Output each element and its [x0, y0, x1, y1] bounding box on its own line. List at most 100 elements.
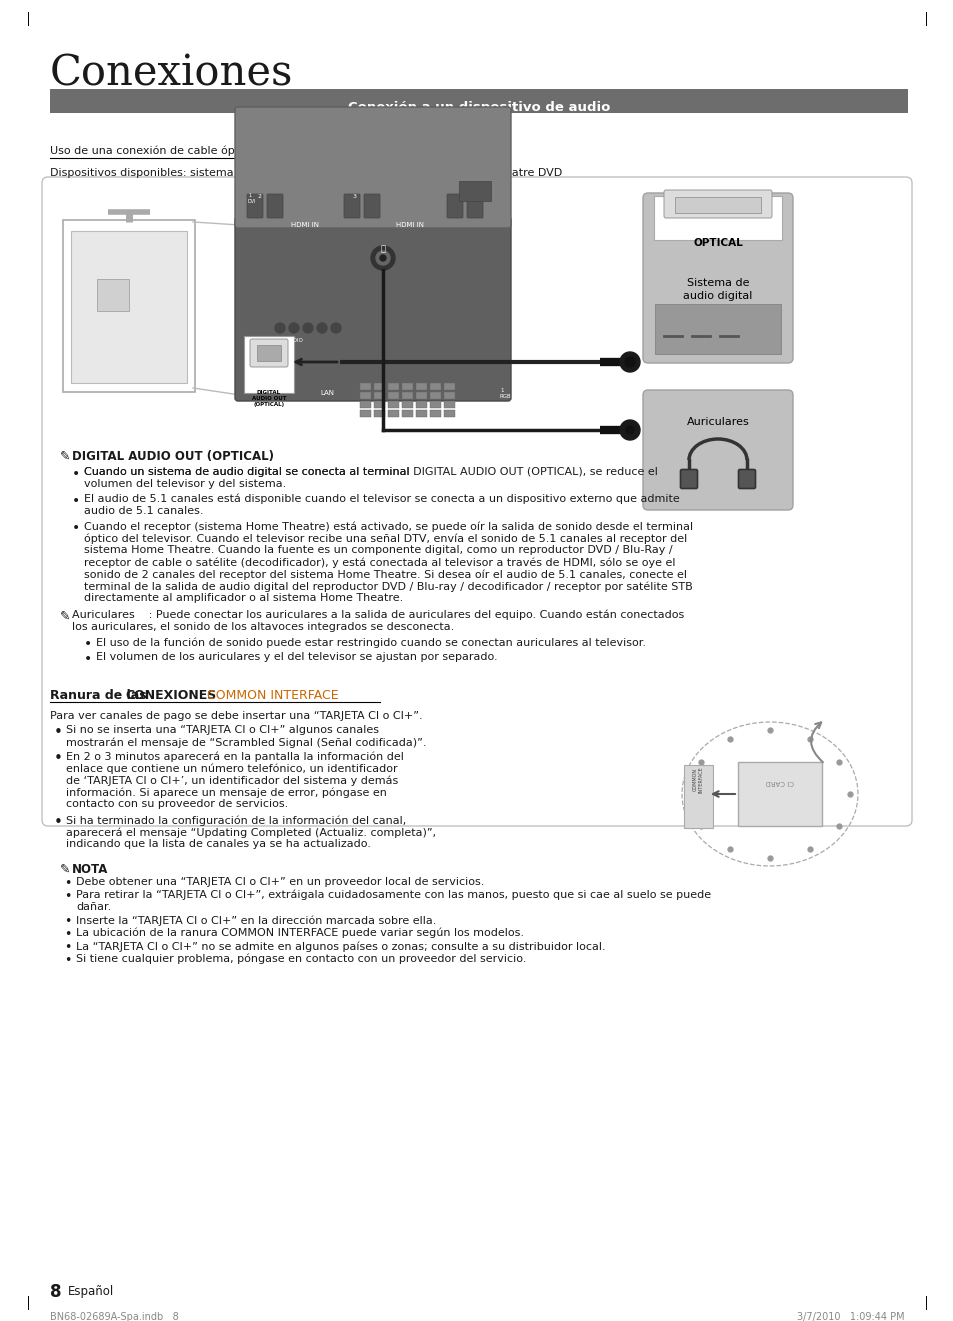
FancyBboxPatch shape	[663, 190, 771, 218]
Text: 8: 8	[50, 1283, 61, 1301]
Text: COMMON INTERFACE: COMMON INTERFACE	[203, 690, 338, 701]
FancyBboxPatch shape	[247, 194, 263, 218]
FancyBboxPatch shape	[344, 194, 359, 218]
FancyBboxPatch shape	[50, 89, 907, 114]
Text: HDMI IN: HDMI IN	[395, 222, 423, 229]
FancyBboxPatch shape	[429, 392, 441, 399]
Text: 🎧: 🎧	[380, 244, 385, 254]
Text: Si no se inserta una “TARJETA CI o CI+” algunos canales: Si no se inserta una “TARJETA CI o CI+” …	[66, 725, 378, 734]
Text: Inserte la “TARJETA CI o CI+” en la dirección marcada sobre ella.: Inserte la “TARJETA CI o CI+” en la dire…	[76, 915, 436, 926]
FancyBboxPatch shape	[679, 469, 697, 489]
Text: Conexión a un dispositivo de audio: Conexión a un dispositivo de audio	[348, 100, 610, 114]
Text: Auriculares: Auriculares	[686, 417, 749, 427]
Text: Si ha terminado la configuración de la información del canal,: Si ha terminado la configuración de la i…	[66, 815, 406, 826]
Text: 2: 2	[257, 194, 262, 199]
Text: •: •	[71, 520, 80, 535]
FancyBboxPatch shape	[234, 107, 511, 229]
Text: 1
DVI: 1 DVI	[248, 193, 256, 203]
FancyBboxPatch shape	[244, 336, 294, 394]
Circle shape	[619, 420, 639, 440]
FancyBboxPatch shape	[655, 304, 781, 354]
FancyBboxPatch shape	[374, 383, 385, 390]
FancyBboxPatch shape	[654, 196, 781, 240]
Circle shape	[371, 246, 395, 269]
FancyBboxPatch shape	[642, 390, 792, 510]
FancyBboxPatch shape	[359, 392, 371, 399]
Text: de ‘TARJETA CI o CI+’, un identificador del sistema y demás: de ‘TARJETA CI o CI+’, un identificador …	[66, 775, 397, 786]
Circle shape	[316, 324, 327, 333]
Text: La “TARJETA CI o CI+” no se admite en algunos países o zonas; consulte a su dist: La “TARJETA CI o CI+” no se admite en al…	[76, 941, 605, 951]
Text: información. Si aparece un mensaje de error, póngase en: información. Si aparece un mensaje de er…	[66, 787, 387, 798]
Text: El audio de 5.1 canales está disponible cuando el televisor se conecta a un disp: El audio de 5.1 canales está disponible …	[84, 494, 679, 505]
Circle shape	[303, 324, 313, 333]
FancyBboxPatch shape	[467, 194, 482, 218]
Text: Uso de una conexión de cable óptico o de audio: Uso de una conexión de cable óptico o de…	[50, 145, 317, 156]
Text: enlace que contiene un número telefónico, un identificador: enlace que contiene un número telefónico…	[66, 764, 397, 774]
Text: contacto con su proveedor de servicios.: contacto con su proveedor de servicios.	[66, 799, 288, 808]
FancyBboxPatch shape	[642, 193, 792, 363]
Text: indicando que la lista de canales ya se ha actualizado.: indicando que la lista de canales ya se …	[66, 839, 371, 849]
Circle shape	[625, 425, 634, 435]
Text: audio de 5.1 canales.: audio de 5.1 canales.	[84, 506, 203, 517]
FancyBboxPatch shape	[401, 392, 413, 399]
FancyBboxPatch shape	[684, 765, 713, 827]
FancyBboxPatch shape	[738, 762, 821, 826]
Text: En 2 o 3 minutos aparecerá en la pantalla la información del: En 2 o 3 minutos aparecerá en la pantall…	[66, 752, 403, 761]
Circle shape	[375, 251, 390, 266]
Text: •: •	[53, 725, 62, 740]
Text: CI CARD: CI CARD	[765, 779, 794, 785]
FancyBboxPatch shape	[416, 400, 427, 408]
Text: Auriculares    : Puede conectar los auriculares a la salida de auriculares del e: Auriculares : Puede conectar los auricul…	[71, 610, 683, 621]
Text: El volumen de los auriculares y el del televisor se ajustan por separado.: El volumen de los auriculares y el del t…	[96, 653, 497, 662]
FancyBboxPatch shape	[738, 469, 755, 489]
FancyBboxPatch shape	[364, 194, 379, 218]
Text: Cuando un sistema de audio digital se conecta al terminal: Cuando un sistema de audio digital se co…	[84, 468, 413, 477]
Text: •: •	[64, 927, 71, 941]
Circle shape	[624, 357, 635, 367]
Circle shape	[619, 351, 639, 373]
FancyBboxPatch shape	[387, 410, 399, 417]
FancyBboxPatch shape	[401, 400, 413, 408]
FancyBboxPatch shape	[359, 400, 371, 408]
FancyBboxPatch shape	[234, 217, 511, 402]
FancyBboxPatch shape	[416, 410, 427, 417]
Text: OPTICAL: OPTICAL	[693, 238, 742, 248]
Text: •: •	[71, 468, 80, 481]
Text: •: •	[71, 494, 80, 509]
Text: 3/7/2010   1:09:44 PM: 3/7/2010 1:09:44 PM	[797, 1312, 904, 1321]
Text: •: •	[64, 890, 71, 904]
Text: •: •	[84, 653, 92, 666]
Text: Para ver canales de pago se debe insertar una “TARJETA CI o CI+”.: Para ver canales de pago se debe inserta…	[50, 711, 422, 721]
Text: 3: 3	[353, 194, 356, 199]
Text: Español: Español	[68, 1285, 114, 1299]
Text: •: •	[53, 815, 62, 830]
FancyBboxPatch shape	[443, 400, 455, 408]
Text: mostrarán el mensaje de “Scrambled Signal (Señal codificada)”.: mostrarán el mensaje de “Scrambled Signa…	[66, 737, 426, 748]
Text: AUDIO: AUDIO	[286, 338, 304, 343]
Text: sistema Home Theatre. Cuando la fuente es un componente digital, como un reprodu: sistema Home Theatre. Cuando la fuente e…	[84, 546, 672, 555]
FancyBboxPatch shape	[374, 392, 385, 399]
Text: aparecerá el mensaje “Updating Completed (Actualiz. completa)”,: aparecerá el mensaje “Updating Completed…	[66, 827, 436, 838]
Text: DIGITAL AUDIO OUT (OPTICAL): DIGITAL AUDIO OUT (OPTICAL)	[71, 450, 274, 462]
FancyBboxPatch shape	[256, 345, 281, 361]
Text: dañar.: dañar.	[76, 902, 112, 911]
FancyBboxPatch shape	[63, 221, 194, 392]
Text: directamente al amplificador o al sistema Home Theatre.: directamente al amplificador o al sistem…	[84, 593, 403, 602]
FancyBboxPatch shape	[443, 410, 455, 417]
FancyBboxPatch shape	[416, 392, 427, 399]
Text: •: •	[64, 941, 71, 954]
FancyBboxPatch shape	[374, 410, 385, 417]
FancyBboxPatch shape	[387, 392, 399, 399]
Text: •: •	[64, 915, 71, 927]
Text: Para retirar la “TARJETA CI o CI+”, extráigala cuidadosamente con las manos, pue: Para retirar la “TARJETA CI o CI+”, extr…	[76, 890, 710, 901]
Circle shape	[331, 324, 340, 333]
FancyBboxPatch shape	[42, 177, 911, 826]
FancyBboxPatch shape	[443, 383, 455, 390]
FancyBboxPatch shape	[416, 383, 427, 390]
FancyBboxPatch shape	[359, 410, 371, 417]
Circle shape	[379, 255, 386, 262]
Text: ✎: ✎	[60, 863, 71, 876]
Text: Cuando el receptor (sistema Home Theatre) está activado, se puede oír la salida : Cuando el receptor (sistema Home Theatre…	[84, 520, 693, 531]
FancyBboxPatch shape	[401, 410, 413, 417]
Text: LAN: LAN	[319, 390, 334, 396]
